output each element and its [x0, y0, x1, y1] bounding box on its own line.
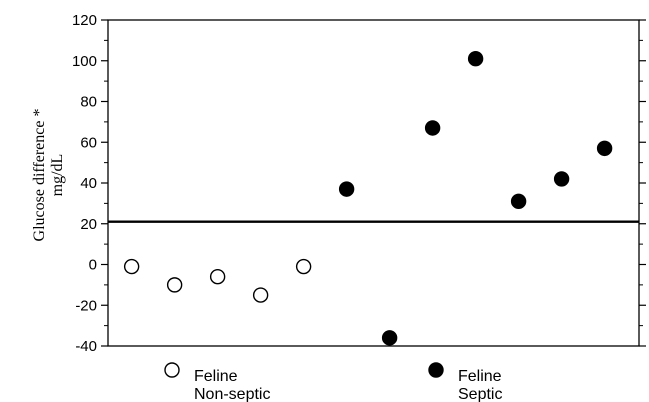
- y-tick-label: 100: [72, 53, 97, 70]
- y-tick-label: -40: [75, 338, 97, 355]
- data-point-septic: [510, 193, 527, 210]
- data-point-septic: [338, 181, 355, 197]
- y-axis: -40 -20 0 20 40 60 80 100 120: [72, 12, 646, 355]
- data-point-septic: [424, 120, 441, 136]
- y-tick-label: -20: [75, 297, 97, 314]
- y-axis-label-line1: Glucose difference *: [31, 109, 48, 242]
- legend-marker: [164, 362, 180, 378]
- data-point-non-septic: [295, 258, 312, 275]
- y-axis-label-line2: mg/dL: [49, 154, 66, 197]
- y-tick-label: 0: [89, 257, 97, 274]
- y-tick-label: 60: [80, 134, 97, 151]
- y-tick-label: 20: [80, 216, 97, 233]
- y-tick-label: 120: [72, 12, 97, 29]
- data-point-septic: [553, 171, 570, 187]
- data-point-septic: [596, 140, 613, 157]
- legend-label-line1: Feline: [458, 368, 502, 385]
- y-tick-label: 40: [80, 175, 97, 192]
- legend-marker: [428, 362, 444, 378]
- data-point-septic: [467, 51, 484, 67]
- legend-label-line2: Non-septic: [194, 386, 270, 402]
- y-axis-label: Glucose difference *mg/dL: [31, 109, 66, 242]
- data-point-septic: [381, 330, 398, 346]
- data-point-non-septic: [209, 269, 226, 285]
- y-tick-label: 80: [80, 94, 97, 111]
- legend-label-line1: Feline: [194, 368, 238, 385]
- data-point-non-septic: [123, 258, 140, 275]
- legend-label-line2: Septic: [458, 386, 502, 402]
- data-points: [123, 51, 613, 346]
- data-point-non-septic: [252, 287, 269, 303]
- data-point-non-septic: [166, 277, 183, 293]
